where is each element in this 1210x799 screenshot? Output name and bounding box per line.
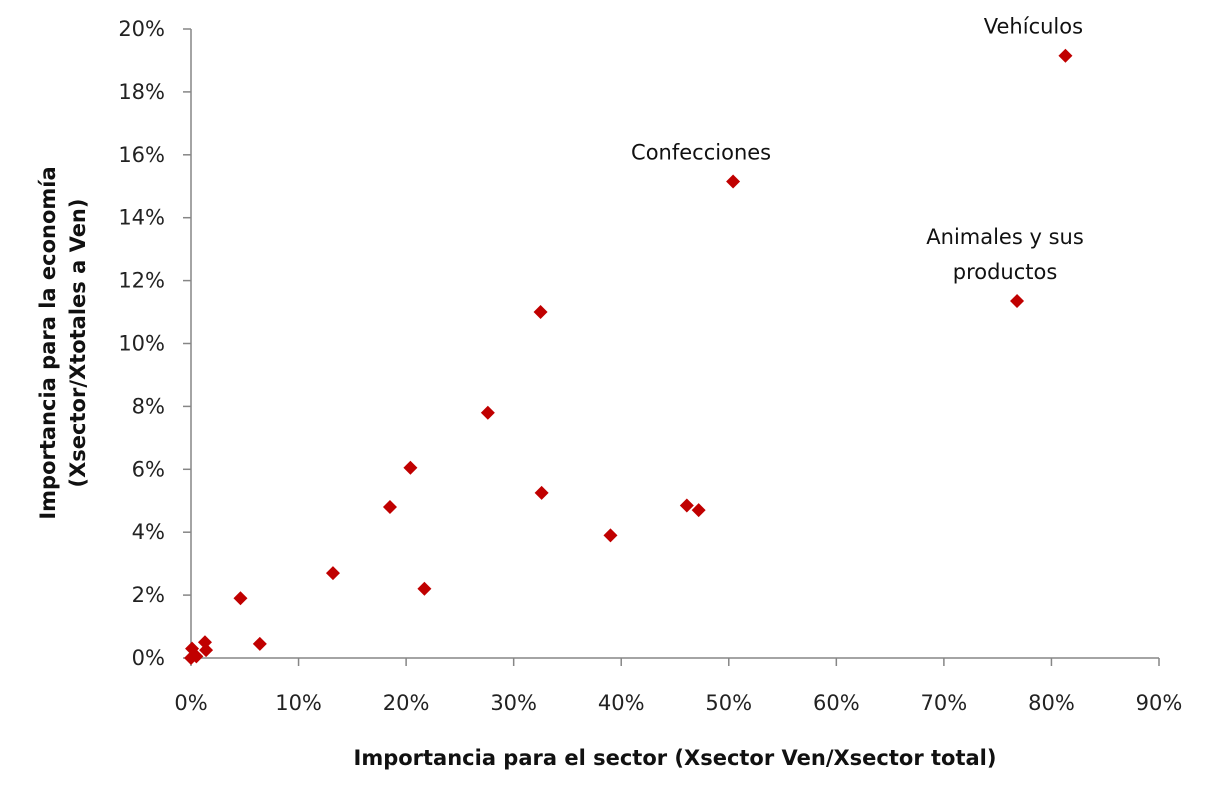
x-tick-label: 30% (490, 691, 537, 715)
data-point (533, 305, 548, 320)
y-tick-label: 2% (132, 583, 165, 607)
data-point (679, 498, 694, 513)
point-label: productos (953, 260, 1058, 284)
data-point (691, 503, 706, 518)
x-tick-label: 80% (1028, 691, 1075, 715)
point-label: Animales y sus (926, 225, 1084, 249)
data-point (726, 174, 741, 189)
data-point (1010, 294, 1025, 309)
x-tick-label: 60% (813, 691, 860, 715)
y-tick-label: 20% (118, 17, 165, 41)
y-tick-label: 16% (118, 143, 165, 167)
y-tick-label: 6% (132, 457, 165, 481)
y-axis-title-line: (Xsector/Xtotales a Ven) (66, 199, 90, 488)
x-tick-label: 0% (174, 691, 207, 715)
x-tick-label: 20% (383, 691, 430, 715)
data-point (603, 528, 618, 543)
point-label: Confecciones (631, 141, 771, 165)
x-tick-label: 40% (598, 691, 645, 715)
x-tick-label: 70% (921, 691, 968, 715)
y-tick-label: 8% (132, 394, 165, 418)
y-tick-label: 10% (118, 332, 165, 356)
y-axis-title-line: Importancia para la economía (36, 166, 60, 519)
x-tick-label: 50% (705, 691, 752, 715)
y-axis-title: Importancia para la economía (Xsector/Xto… (36, 166, 90, 519)
y-tick-label: 4% (132, 520, 165, 544)
y-tick-label: 12% (118, 269, 165, 293)
data-point (189, 649, 204, 664)
data-point (534, 485, 549, 500)
data-point (325, 566, 340, 581)
x-tick-label: 10% (275, 691, 322, 715)
x-axis-title: Importancia para el sector (Xsector Ven/… (354, 746, 997, 770)
point-label: Vehículos (984, 15, 1083, 39)
data-point (252, 636, 267, 651)
data-point (199, 643, 214, 658)
x-tick-label: 90% (1136, 691, 1183, 715)
data-point (1058, 48, 1073, 63)
data-point (417, 581, 432, 596)
data-point (233, 591, 248, 606)
data-point (480, 405, 495, 420)
data-point (403, 460, 418, 475)
y-tick-label: 18% (118, 80, 165, 104)
y-tick-label: 14% (118, 206, 165, 230)
y-tick-label: 0% (132, 646, 165, 670)
data-point (382, 500, 397, 515)
